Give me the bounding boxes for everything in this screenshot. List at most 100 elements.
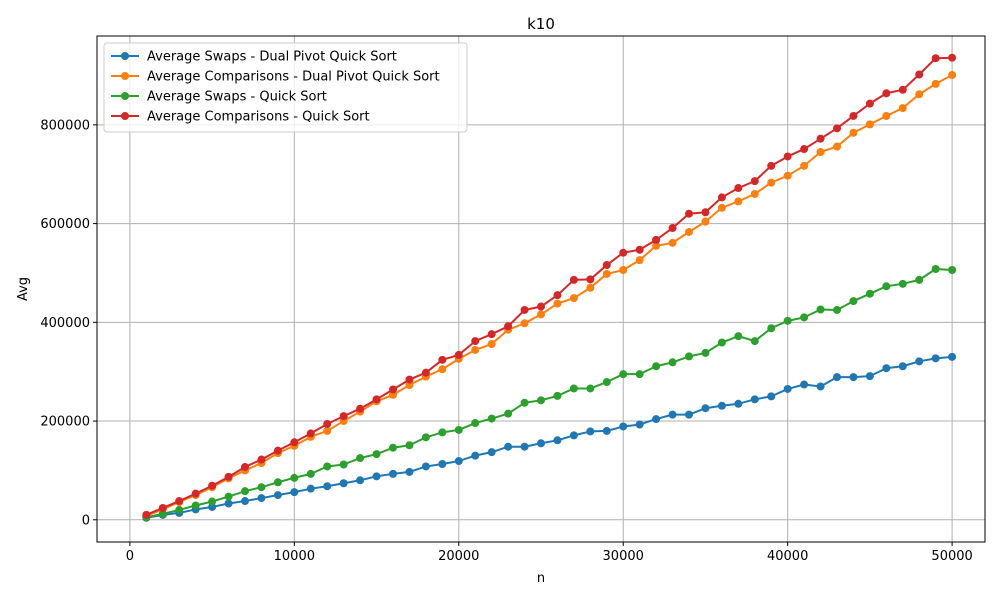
data-point (487, 330, 496, 339)
data-point (421, 433, 430, 442)
data-point (356, 476, 365, 485)
data-point (635, 370, 644, 379)
data-point (668, 224, 677, 233)
data-point (241, 497, 249, 506)
data-point (537, 396, 545, 405)
data-point (520, 319, 529, 328)
data-point (438, 365, 447, 374)
data-point (833, 305, 841, 314)
data-point (553, 291, 562, 300)
data-point (454, 350, 463, 359)
data-point (865, 120, 874, 129)
data-point (438, 355, 447, 364)
data-point (882, 282, 891, 291)
legend-item: Average Comparisons - Dual Pivot Quick S… (111, 70, 440, 85)
data-point (487, 448, 496, 457)
data-point (586, 283, 595, 292)
data-point (816, 382, 825, 391)
data-point (586, 275, 595, 284)
data-point (339, 479, 348, 488)
y-tick-label: 200000 (40, 415, 90, 430)
data-point (520, 398, 529, 407)
data-point (208, 481, 217, 490)
x-tick-label: 10000 (274, 549, 315, 564)
legend-box (103, 42, 468, 133)
data-point (602, 269, 611, 278)
data-point (898, 85, 907, 94)
x-axis-ticks: 0 10000 20000 30000 40000 50000 (126, 542, 973, 564)
legend-item: Average Swaps - Dual Pivot Quick Sort (111, 50, 397, 65)
data-point (931, 265, 940, 274)
data-point (405, 467, 414, 476)
data-point (290, 488, 299, 497)
data-point (158, 509, 167, 518)
y-tick-label: 600000 (40, 217, 90, 232)
data-point (175, 497, 184, 506)
data-point (553, 391, 562, 400)
data-point (635, 420, 644, 429)
data-point (323, 462, 332, 471)
data-point (142, 510, 151, 519)
data-point (257, 494, 266, 503)
data-point (833, 142, 841, 151)
data-point (898, 279, 907, 288)
data-point (454, 457, 463, 466)
data-point (257, 483, 266, 492)
y-axis-label: Avg (16, 277, 31, 301)
data-point (800, 145, 809, 154)
data-point (931, 54, 940, 63)
data-point (734, 184, 743, 193)
data-point (569, 384, 578, 393)
data-point (849, 373, 858, 382)
data-point (750, 337, 759, 346)
data-point (619, 422, 628, 431)
data-point (356, 454, 365, 463)
legend-label: Average Comparisons - Quick Sort (147, 110, 370, 125)
data-point (504, 409, 513, 418)
data-point (619, 248, 628, 257)
data-point (191, 489, 200, 498)
legend-item: Average Swaps - Quick Sort (111, 90, 327, 105)
data-point (685, 227, 693, 236)
x-tick-label: 0 (126, 549, 134, 564)
data-point (273, 478, 282, 487)
x-tick-label: 50000 (931, 549, 972, 564)
chart-title: k10 (527, 15, 555, 33)
x-tick-label: 40000 (767, 549, 808, 564)
series-3 (142, 265, 957, 522)
data-point (306, 484, 315, 493)
data-point (372, 472, 381, 481)
data-point (241, 462, 249, 471)
data-point (898, 104, 907, 113)
data-point (438, 428, 447, 437)
data-point (652, 241, 661, 250)
data-point (652, 362, 661, 371)
data-point (454, 425, 463, 434)
data-point (701, 404, 710, 413)
legend-marker (121, 72, 129, 80)
data-point (586, 427, 595, 436)
data-point (800, 161, 809, 170)
data-point (783, 316, 792, 325)
data-point (389, 469, 397, 478)
data-point (175, 505, 184, 514)
data-point (833, 373, 841, 382)
data-point (224, 499, 233, 508)
data-point (701, 348, 710, 357)
plot-frame (96, 35, 986, 543)
data-point (948, 352, 957, 361)
data-point (849, 297, 858, 306)
data-point (750, 189, 759, 198)
data-point (783, 171, 792, 180)
data-point (602, 378, 611, 387)
data-point (635, 256, 644, 265)
x-tick-label: 20000 (438, 549, 479, 564)
data-point (290, 438, 299, 447)
data-point (241, 487, 249, 496)
y-tick-label: 800000 (40, 118, 90, 133)
data-point (734, 197, 743, 206)
data-point (685, 352, 693, 361)
data-point (438, 460, 447, 469)
data-point (652, 415, 661, 424)
